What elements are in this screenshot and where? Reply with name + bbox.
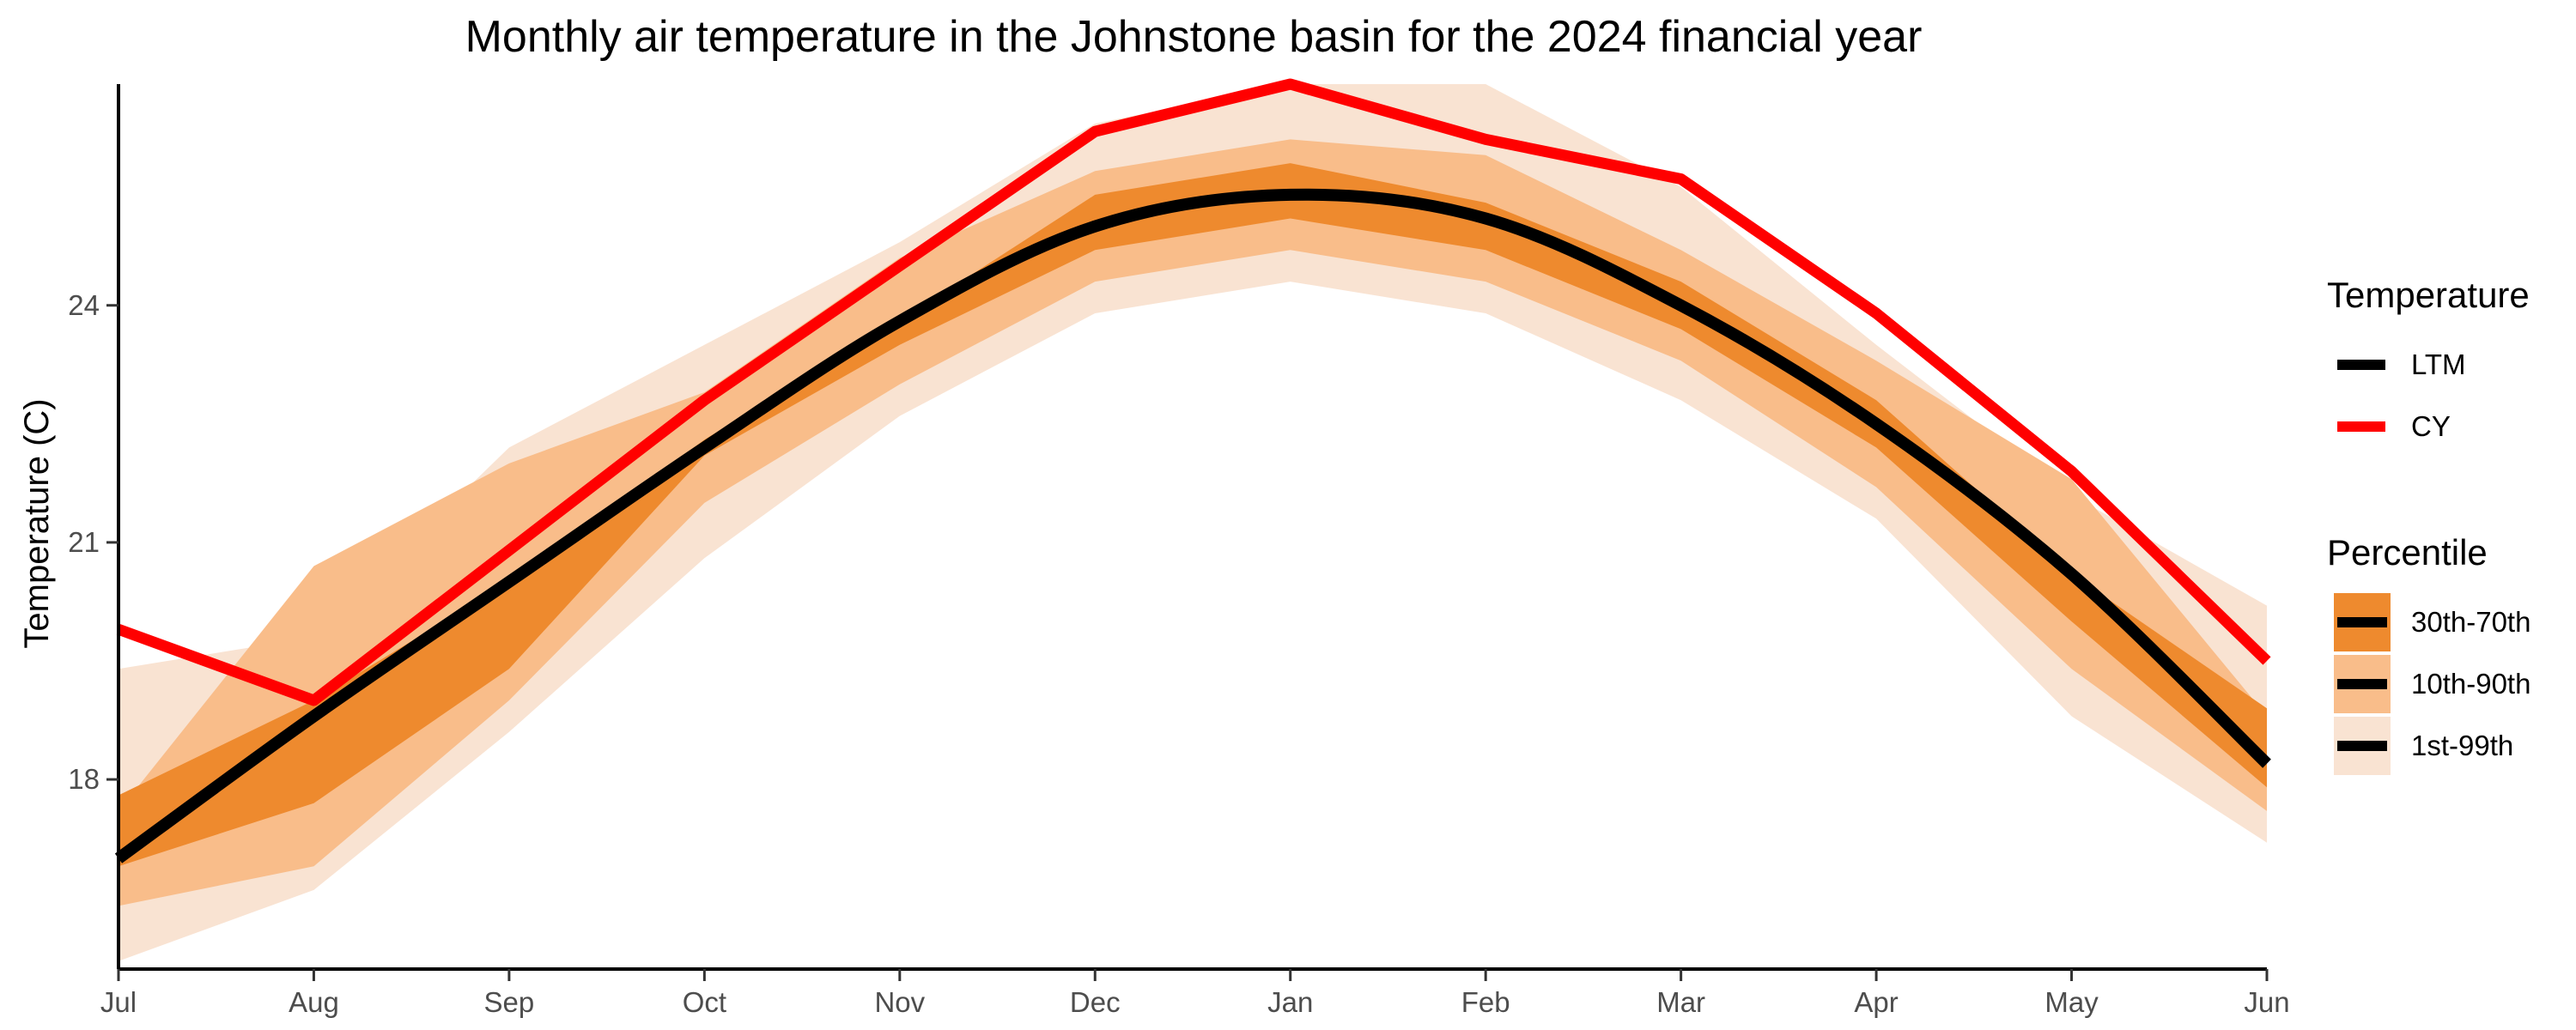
x-tick-label: Jul: [100, 986, 137, 1018]
band-30th-70th: [118, 163, 2267, 867]
x-ticks: Jul Aug Sep Oct Nov Dec Jan Feb Mar Apr May Jun: [100, 969, 2290, 1018]
legend-label-ltm: LTM: [2411, 348, 2466, 380]
x-tick-label: May: [2044, 986, 2099, 1018]
x-tick-label: Sep: [484, 986, 535, 1018]
x-tick-label: Jun: [2244, 986, 2289, 1018]
x-tick-label: Apr: [1854, 986, 1898, 1018]
legend: Temperature LTM CY Percentile 30th-70th 10…: [2327, 275, 2530, 775]
x-tick-label: Mar: [1656, 986, 1705, 1018]
y-tick-label: 18: [68, 763, 100, 795]
legend-label-30th-70th: 30th-70th: [2411, 606, 2530, 638]
x-tick-label: Oct: [683, 986, 726, 1018]
legend-temperature-items: LTM CY: [2337, 348, 2466, 442]
x-tick-label: Jan: [1267, 986, 1313, 1018]
percentile-bands: [118, 84, 2267, 961]
legend-label-10th-90th: 10th-90th: [2411, 668, 2530, 700]
y-ticks: 18 21 24: [68, 289, 118, 795]
y-tick-label: 24: [68, 289, 100, 321]
chart-title: Monthly air temperature in the Johnstone…: [465, 12, 1923, 62]
y-tick-label: 21: [68, 526, 100, 558]
legend-percentile-items: 30th-70th 10th-90th 1st-99th: [2334, 593, 2530, 775]
legend-title-temperature: Temperature: [2327, 275, 2530, 315]
x-tick-label: Dec: [1070, 986, 1121, 1018]
line-ltm: [114, 188, 2271, 863]
series-lines: [114, 78, 2271, 863]
x-tick-label: Aug: [289, 986, 339, 1018]
x-tick-label: Nov: [874, 986, 925, 1018]
legend-label-1st-99th: 1st-99th: [2411, 730, 2513, 761]
line-cy: [116, 78, 2271, 706]
y-axis-label: Temperature (C): [18, 398, 56, 648]
legend-title-percentile: Percentile: [2327, 532, 2488, 573]
x-tick-label: Feb: [1461, 986, 1510, 1018]
legend-label-cy: CY: [2411, 410, 2451, 442]
band-10th-90th: [118, 139, 2267, 906]
